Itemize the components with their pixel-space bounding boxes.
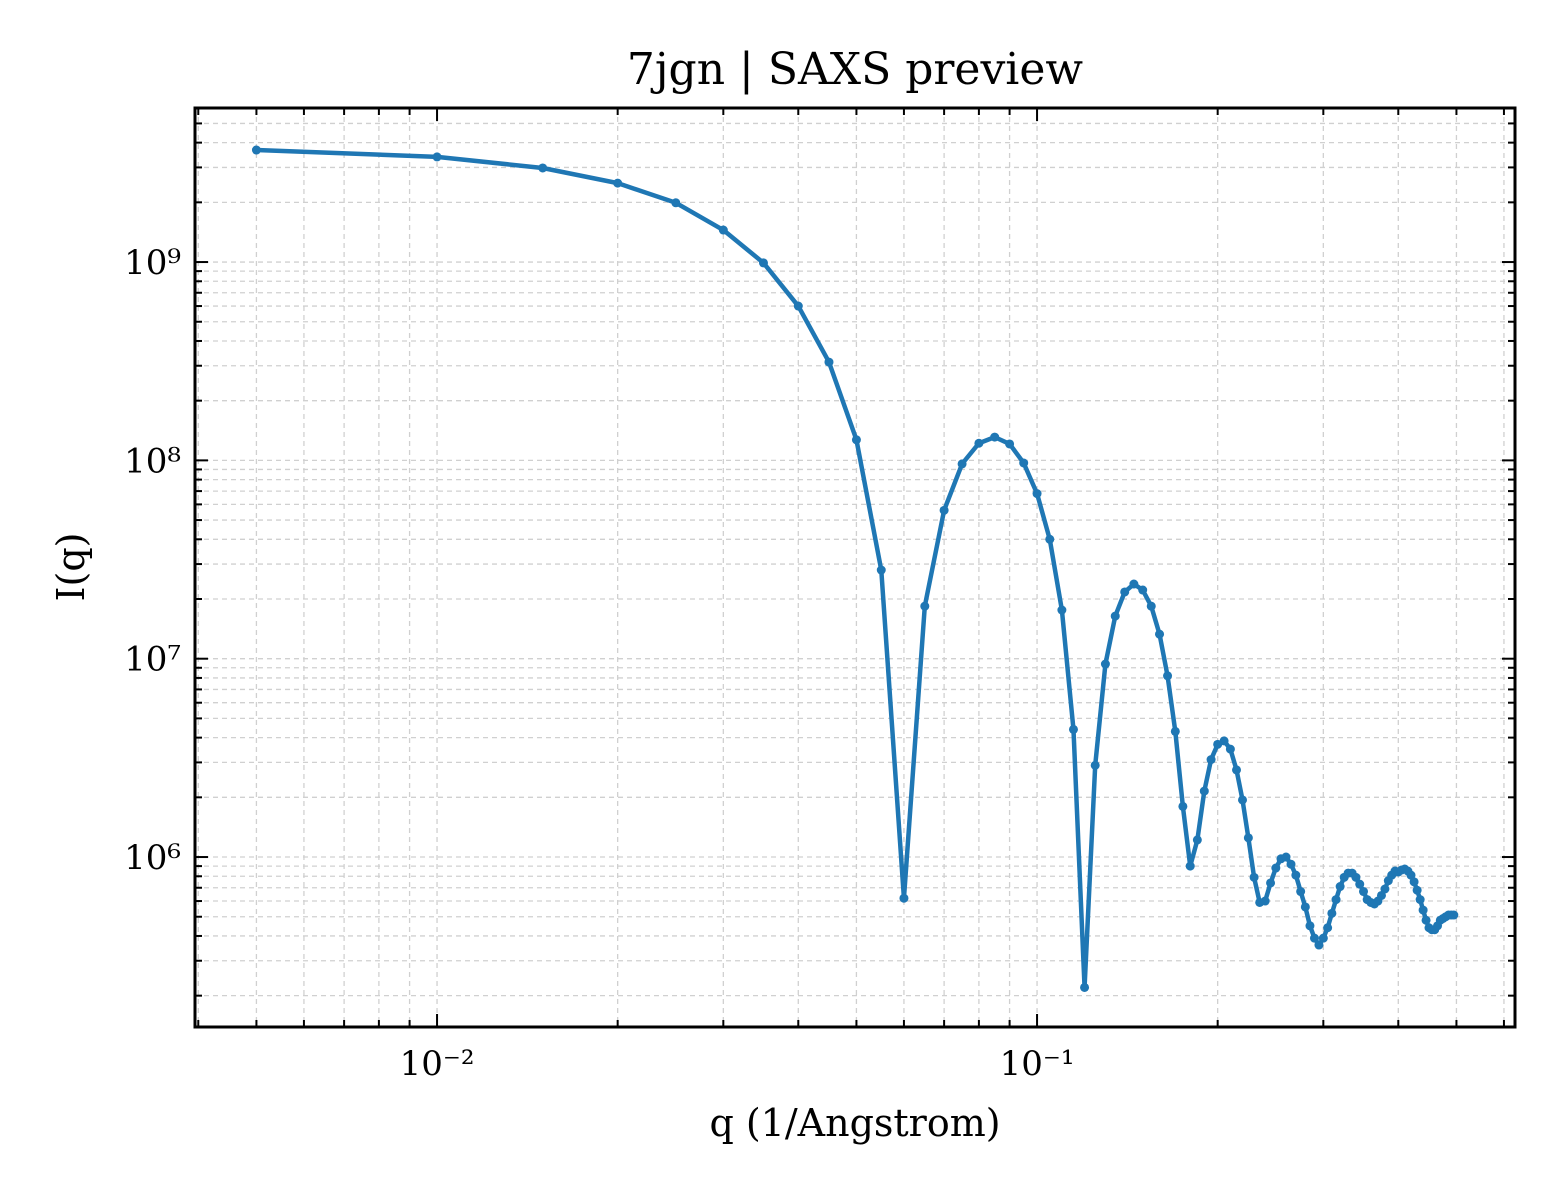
data-point (251, 145, 261, 155)
data-point (1291, 870, 1301, 880)
data-point (1146, 601, 1156, 611)
data-point (1331, 895, 1341, 905)
data-point (899, 893, 909, 903)
data-point (1409, 877, 1419, 887)
data-point (1192, 835, 1202, 845)
data-point (1219, 736, 1229, 746)
chart-title: 7jgn | SAXS preview (627, 44, 1084, 95)
data-point (1163, 671, 1173, 681)
data-point (1380, 884, 1390, 894)
data-point (1100, 659, 1110, 669)
data-point (1260, 896, 1270, 906)
data-point (1080, 982, 1090, 992)
y-tick-label: 10⁶ (124, 838, 181, 878)
data-point (1225, 744, 1235, 754)
data-point (1271, 863, 1281, 873)
data-point (1249, 872, 1259, 882)
data-point (1032, 489, 1042, 499)
data-point (1449, 910, 1459, 920)
data-point (1138, 585, 1148, 595)
y-tick-label: 10⁹ (124, 243, 181, 283)
data-point (1178, 801, 1188, 811)
data-point (824, 357, 834, 367)
data-point (1323, 923, 1333, 933)
data-point (1120, 587, 1130, 597)
data-point (1305, 921, 1315, 931)
data-point (1068, 724, 1078, 734)
data-point (1057, 605, 1067, 615)
data-point (538, 163, 548, 173)
data-point (1005, 439, 1015, 449)
data-point (1318, 933, 1328, 943)
data-point (432, 152, 442, 162)
data-point (1019, 458, 1029, 468)
data-point (1327, 908, 1337, 918)
data-point (1415, 895, 1425, 905)
data-point (1309, 933, 1319, 943)
data-point (1090, 760, 1100, 770)
data-point (1286, 859, 1296, 869)
plot-frame (193, 106, 1517, 1029)
data-point (1232, 765, 1242, 775)
data-point (1238, 795, 1248, 805)
data-point (974, 438, 984, 448)
y-tick-label: 10⁸ (124, 441, 181, 481)
data-point (1418, 905, 1428, 915)
y-axis-label: I(q) (49, 533, 93, 602)
data-point (1206, 755, 1216, 765)
x-tick-label: 10⁻² (400, 1044, 475, 1084)
data-point (671, 198, 681, 208)
data-point (1412, 885, 1422, 895)
data-point (758, 258, 768, 268)
data-point (613, 178, 623, 188)
data-point (1129, 579, 1139, 589)
data-point (1296, 887, 1306, 897)
data-point (920, 601, 930, 611)
y-tick-label: 10⁷ (124, 640, 181, 680)
data-point (1045, 534, 1055, 544)
data-point (1185, 861, 1195, 871)
x-axis-label: q (1/Angstrom) (709, 1101, 1000, 1145)
data-point (1335, 882, 1345, 892)
data-point (990, 432, 1000, 442)
x-tick-label: 10⁻¹ (1000, 1044, 1075, 1084)
data-point (718, 225, 728, 235)
data-point (939, 505, 949, 515)
data-point (1421, 915, 1431, 925)
data-point (1351, 872, 1361, 882)
data-point (1300, 902, 1310, 912)
data-point (851, 435, 861, 445)
data-point (1314, 940, 1324, 950)
data-point (1358, 887, 1368, 897)
data-point (1243, 833, 1253, 843)
data-point (793, 301, 803, 311)
data-point (1266, 878, 1276, 888)
data-point (957, 459, 967, 469)
data-point (876, 565, 886, 575)
data-point (1355, 879, 1365, 889)
data-point (1110, 611, 1120, 621)
data-point (1281, 852, 1291, 862)
data-point (1199, 786, 1209, 796)
data-point (1155, 629, 1165, 639)
data-point (1170, 726, 1180, 736)
